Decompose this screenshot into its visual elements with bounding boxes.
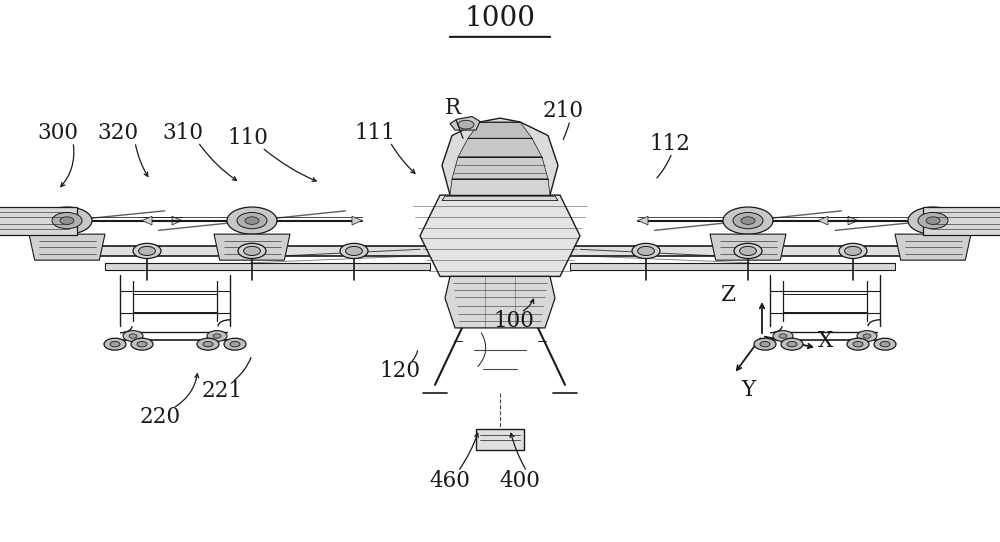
Polygon shape (458, 138, 542, 157)
Text: 111: 111 (355, 122, 395, 144)
Circle shape (787, 341, 797, 347)
Circle shape (60, 217, 74, 224)
Circle shape (773, 331, 793, 341)
Polygon shape (352, 216, 362, 225)
Polygon shape (570, 263, 895, 270)
Circle shape (238, 243, 266, 259)
Polygon shape (214, 234, 290, 260)
Circle shape (131, 338, 153, 350)
Circle shape (110, 341, 120, 347)
Circle shape (346, 247, 362, 255)
Circle shape (230, 341, 240, 347)
Polygon shape (476, 429, 524, 450)
Polygon shape (420, 195, 580, 276)
Polygon shape (67, 246, 430, 256)
Circle shape (734, 243, 762, 259)
Text: 400: 400 (500, 470, 540, 492)
Text: 210: 210 (542, 100, 584, 122)
Text: 460: 460 (430, 470, 470, 492)
Circle shape (137, 341, 147, 347)
Circle shape (779, 334, 787, 338)
Polygon shape (29, 234, 105, 260)
Circle shape (139, 247, 155, 255)
Circle shape (839, 243, 867, 259)
Text: 110: 110 (228, 127, 268, 149)
Polygon shape (172, 216, 182, 225)
Circle shape (104, 338, 126, 350)
Polygon shape (638, 216, 648, 225)
Polygon shape (442, 196, 558, 201)
Polygon shape (445, 276, 555, 328)
Circle shape (918, 212, 948, 229)
Circle shape (207, 331, 227, 341)
Circle shape (926, 217, 940, 224)
Circle shape (197, 338, 219, 350)
Circle shape (52, 212, 82, 229)
Circle shape (847, 338, 869, 350)
Polygon shape (818, 216, 828, 225)
Polygon shape (442, 118, 558, 195)
Circle shape (123, 331, 143, 341)
Circle shape (340, 243, 368, 259)
Circle shape (760, 341, 770, 347)
Circle shape (853, 341, 863, 347)
Circle shape (42, 207, 92, 234)
Text: Z: Z (720, 285, 736, 306)
Circle shape (129, 334, 137, 338)
Text: 100: 100 (494, 310, 534, 332)
Polygon shape (0, 207, 77, 235)
Circle shape (245, 217, 259, 224)
Circle shape (857, 331, 877, 341)
Circle shape (203, 341, 213, 347)
Text: 112: 112 (650, 133, 690, 154)
Circle shape (227, 207, 277, 234)
Polygon shape (452, 157, 548, 179)
Polygon shape (450, 179, 550, 195)
Text: 1000: 1000 (464, 5, 536, 33)
Circle shape (880, 341, 890, 347)
Text: 221: 221 (201, 380, 243, 402)
Text: 220: 220 (139, 406, 181, 428)
Text: 300: 300 (38, 122, 78, 144)
Polygon shape (895, 234, 971, 260)
Text: 320: 320 (97, 122, 139, 144)
Circle shape (845, 247, 861, 255)
Circle shape (908, 207, 958, 234)
Polygon shape (710, 234, 786, 260)
Circle shape (863, 334, 871, 338)
Circle shape (224, 338, 246, 350)
Circle shape (741, 217, 755, 224)
Text: R: R (445, 98, 461, 119)
Circle shape (733, 212, 763, 229)
Circle shape (740, 247, 756, 255)
Polygon shape (142, 216, 152, 225)
Circle shape (458, 120, 474, 129)
Polygon shape (848, 216, 858, 225)
Polygon shape (450, 117, 480, 130)
Circle shape (244, 247, 260, 255)
Circle shape (754, 338, 776, 350)
Text: 310: 310 (162, 122, 204, 144)
Text: Y: Y (741, 379, 755, 401)
Circle shape (213, 334, 221, 338)
Polygon shape (105, 263, 430, 270)
Circle shape (781, 338, 803, 350)
Polygon shape (468, 122, 532, 138)
Circle shape (133, 243, 161, 259)
Polygon shape (570, 246, 933, 256)
Circle shape (874, 338, 896, 350)
Circle shape (237, 212, 267, 229)
Circle shape (632, 243, 660, 259)
Polygon shape (923, 207, 1000, 235)
Circle shape (723, 207, 773, 234)
Circle shape (638, 247, 654, 255)
Text: 120: 120 (380, 360, 420, 382)
Text: X: X (818, 330, 834, 352)
